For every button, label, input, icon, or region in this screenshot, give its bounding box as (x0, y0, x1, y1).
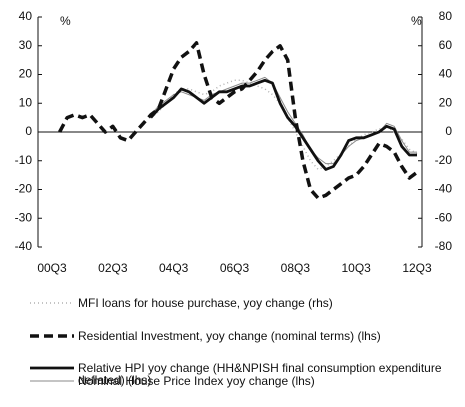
legend-label: Residential Investment, yoy change (nomi… (78, 329, 381, 343)
y2-tick-label: 0 (445, 124, 452, 138)
y-unit-label: % (60, 14, 71, 28)
y-tick-label: 10 (19, 95, 33, 109)
y2-tick-label: 60 (439, 38, 453, 52)
series-line (150, 76, 417, 165)
x-tick-label: 12Q3 (402, 261, 432, 275)
y2-tick-label: 20 (439, 95, 453, 109)
y-tick-label: -20 (15, 182, 33, 196)
y-tick-label: -40 (15, 239, 33, 253)
x-tick-label: 00Q3 (37, 261, 67, 275)
y-tick-label: 40 (19, 9, 33, 23)
x-tick-label: 06Q3 (220, 261, 250, 275)
y-tick-label: 30 (19, 38, 33, 52)
legend-label: MFI loans for house purchase, yoy change… (78, 296, 333, 310)
legend-label: Relative HPI yoy change (HH&NPISH final … (78, 361, 442, 387)
y2-tick-label: -80 (435, 239, 453, 253)
series-line (149, 78, 417, 171)
y-tick-label: -10 (15, 153, 33, 167)
y2-unit-label: % (411, 14, 422, 28)
legend-label: Nominal House Price Index yoy change (lh… (78, 374, 315, 388)
y-tick-label: -30 (15, 210, 33, 224)
y2-tick-label: -20 (435, 153, 453, 167)
y2-tick-label: -60 (435, 210, 453, 224)
y2-tick-label: 80 (439, 9, 453, 23)
x-tick-label: 04Q3 (159, 261, 189, 275)
x-tick-label: 10Q3 (341, 261, 371, 275)
series-line (58, 41, 419, 200)
y-tick-label: 0 (25, 124, 32, 138)
y2-tick-label: 40 (439, 67, 453, 81)
y2-tick-label: -40 (435, 182, 453, 196)
x-tick-label: 08Q3 (281, 261, 311, 275)
x-tick-label: 02Q3 (98, 261, 128, 275)
y-tick-label: 20 (19, 67, 33, 81)
